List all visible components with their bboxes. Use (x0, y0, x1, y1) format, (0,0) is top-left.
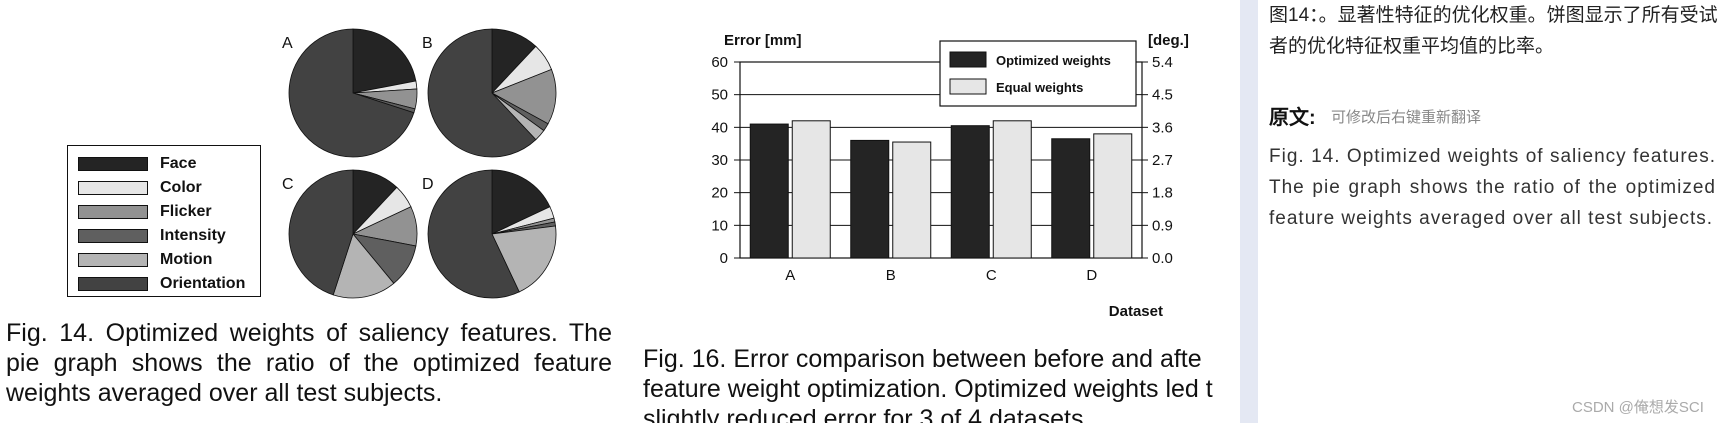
y-axis-label-right: [deg.] (1148, 32, 1189, 49)
legend-swatch (78, 253, 148, 267)
pie-slice-motion (332, 233, 395, 299)
pie-slice-orientation (288, 28, 415, 158)
y-axis-label: Error [mm] (724, 32, 802, 49)
bar-optimized-D (1051, 138, 1091, 259)
y-tick-label-right: 1.8 (1152, 185, 1173, 202)
original-heading: 原文: (1269, 107, 1316, 129)
x-tick-label: B (886, 267, 896, 284)
x-tick-label: D (1086, 267, 1097, 284)
y-tick-label-right: 4.5 (1152, 87, 1173, 104)
y-tick-label: 30 (711, 152, 728, 169)
y-tick-label: 60 (711, 54, 728, 71)
y-tick-label: 0 (720, 250, 728, 267)
y-tick-label-right: 5.4 (1152, 54, 1173, 71)
pie-B: B (422, 28, 557, 158)
legend-item-motion: Motion (78, 251, 212, 269)
panel-divider[interactable] (1240, 0, 1258, 423)
bar-equal-D (1093, 133, 1133, 259)
y-tick-label-right: 0.0 (1152, 250, 1173, 267)
caption-fig16-line2: feature weight optimization. Optimized w… (643, 375, 1213, 403)
figure-area: A B C D Face Color Flicker Intensity Motion… (6, 28, 1240, 423)
original-retranslate-hint[interactable]: 可修改后右键重新翻译 (1331, 109, 1482, 126)
pie-A: A (282, 28, 418, 158)
y-tick-label-right: 0.9 (1152, 217, 1173, 234)
bar-equal-A (791, 120, 831, 259)
pie-charts: A B C D (282, 28, 557, 299)
legend-label: Face (160, 155, 197, 172)
legend-label: Color (160, 179, 202, 196)
y-tick-label: 40 (711, 119, 728, 136)
bar-equal-C (992, 120, 1032, 259)
bar-equal-B (892, 141, 932, 259)
original-text[interactable]: Fig. 14. Optimized weights of saliency f… (1269, 146, 1716, 229)
x-axis-label: Dataset (1109, 303, 1163, 320)
bar-legend-label: Equal weights (996, 80, 1083, 95)
y-tick-label-right: 2.7 (1152, 152, 1173, 169)
legend-label: Orientation (160, 275, 246, 292)
pie-slice-orientation (427, 169, 520, 299)
translated-caption: 图14：。显著性特征的优化权重。饼图显示了所有受试者的优化特征权重平均值的比率。 (1269, 5, 1718, 57)
bar-legend-label: Optimized weights (996, 53, 1111, 68)
pie-slice-face (352, 28, 417, 94)
pie-label: B (422, 35, 433, 52)
legend-swatch (78, 277, 148, 291)
bar-optimized-A (749, 123, 789, 259)
x-tick-label: A (785, 267, 795, 284)
y-tick-label: 20 (711, 185, 728, 202)
translation-panel (1258, 0, 1727, 423)
pie-label: A (282, 35, 293, 52)
legend-label: Flicker (160, 203, 212, 220)
caption-fig14: Fig. 14. Optimized weights of saliency f… (6, 319, 612, 407)
legend-swatch (78, 229, 148, 243)
pie-label: C (282, 176, 294, 193)
y-tick-label: 50 (711, 87, 728, 104)
watermark: CSDN @俺想发SCI (1572, 399, 1704, 416)
pie-legend: Face Color Flicker Intensity Motion Orie… (67, 145, 261, 297)
legend-item-face: Face (78, 155, 196, 173)
pie-slice-orientation (288, 169, 354, 296)
pie-D: D (422, 169, 557, 299)
y-tick-label-right: 3.6 (1152, 119, 1173, 136)
bar-legend-swatch (949, 51, 987, 68)
legend-item-flicker: Flicker (78, 203, 212, 221)
caption-fig16-line1: Fig. 16. Error comparison between before… (643, 345, 1202, 373)
legend-item-orientation: Orientation (78, 275, 245, 293)
legend-item-intensity: Intensity (78, 227, 226, 245)
bar-chart: 0 0.0 10 0.9 20 1.8 30 2.7 40 3.6 50 4.5 60 5.4 Error … (711, 32, 1189, 320)
legend-swatch (78, 205, 148, 219)
caption-fig16-line3: slightly reduced error for 3 of 4 datase… (643, 405, 1091, 423)
legend-label: Motion (160, 251, 213, 268)
pie-C: C (282, 169, 418, 299)
pie-label: D (422, 176, 434, 193)
legend-swatch (78, 181, 148, 195)
pie-slice-flicker (491, 68, 557, 125)
bar-optimized-B (850, 139, 890, 259)
legend-swatch (78, 157, 148, 171)
pie-slice-face (491, 169, 551, 235)
y-tick-label: 10 (711, 217, 728, 234)
legend-label: Intensity (160, 227, 226, 244)
x-tick-label: C (986, 267, 997, 284)
legend-item-color: Color (78, 179, 202, 197)
bar-optimized-C (950, 125, 990, 259)
bar-legend-box (939, 40, 1137, 107)
bar-legend-swatch (949, 78, 987, 95)
pie-slice-orientation (427, 28, 537, 158)
pie-slice-motion (491, 225, 557, 293)
bar-legend: Optimized weights Equal weights (939, 40, 1137, 107)
caption-fig16: Fig. 16. Error comparison between before… (643, 344, 1240, 423)
